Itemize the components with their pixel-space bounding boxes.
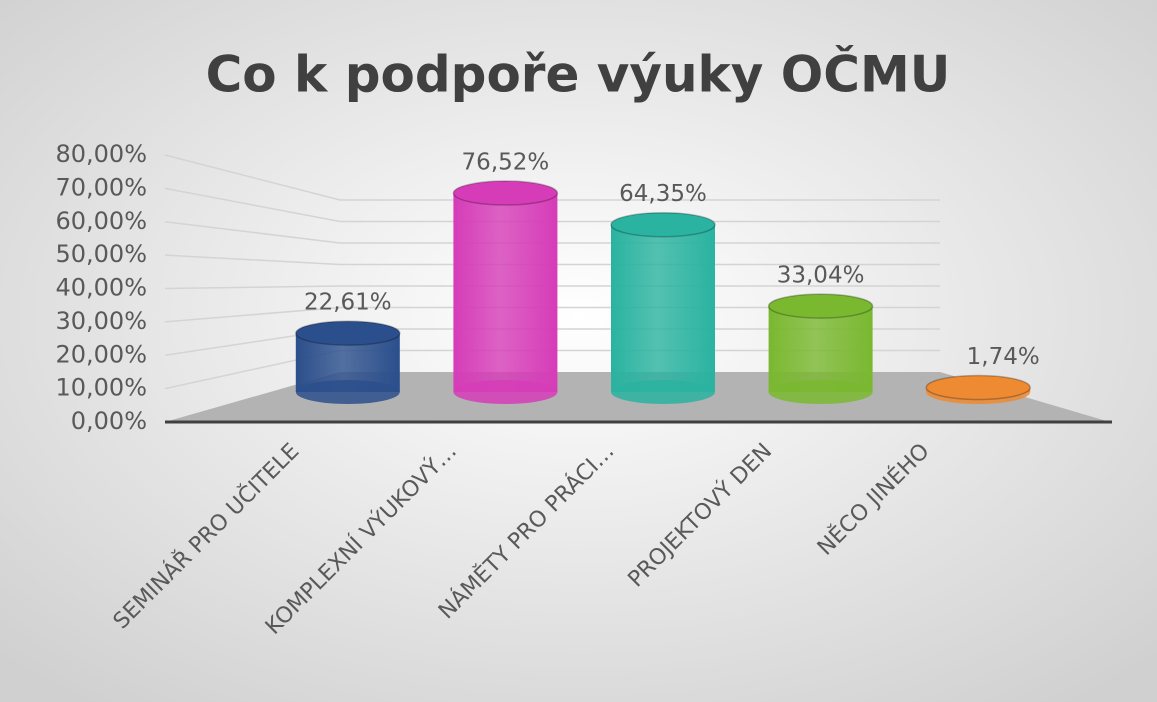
bar [611,224,715,392]
data-label: 1,74% [967,344,1040,370]
bar-top [610,211,716,238]
data-label: 22,61% [304,290,392,316]
y-tick-label: 10,00% [55,374,147,402]
bar [453,193,558,392]
y-tick-label: 0,00% [71,407,147,435]
y-tick-label: 40,00% [55,274,147,302]
y-tick-label: 60,00% [55,207,147,235]
grid-line [164,221,940,244]
chart-title: Co k podpoře výuky OČMU [206,45,951,104]
bar-top [452,180,559,206]
bar-top [767,293,874,319]
grid-line [164,154,940,201]
y-tick-label: 30,00% [55,307,147,335]
data-label: 76,52% [462,150,550,176]
bar-top [925,374,1031,401]
bar-top [295,320,401,346]
bar [768,306,873,392]
y-tick-label: 70,00% [55,173,147,201]
grid-line [164,306,940,323]
grid-line [164,285,940,290]
y-tick-label: 80,00% [55,140,147,168]
data-label: 33,04% [777,263,865,289]
y-tick-label: 20,00% [55,340,147,368]
grid-line [164,187,940,223]
y-tick-label: 50,00% [55,240,147,268]
data-label: 64,35% [619,181,707,207]
grid-line [164,254,940,266]
